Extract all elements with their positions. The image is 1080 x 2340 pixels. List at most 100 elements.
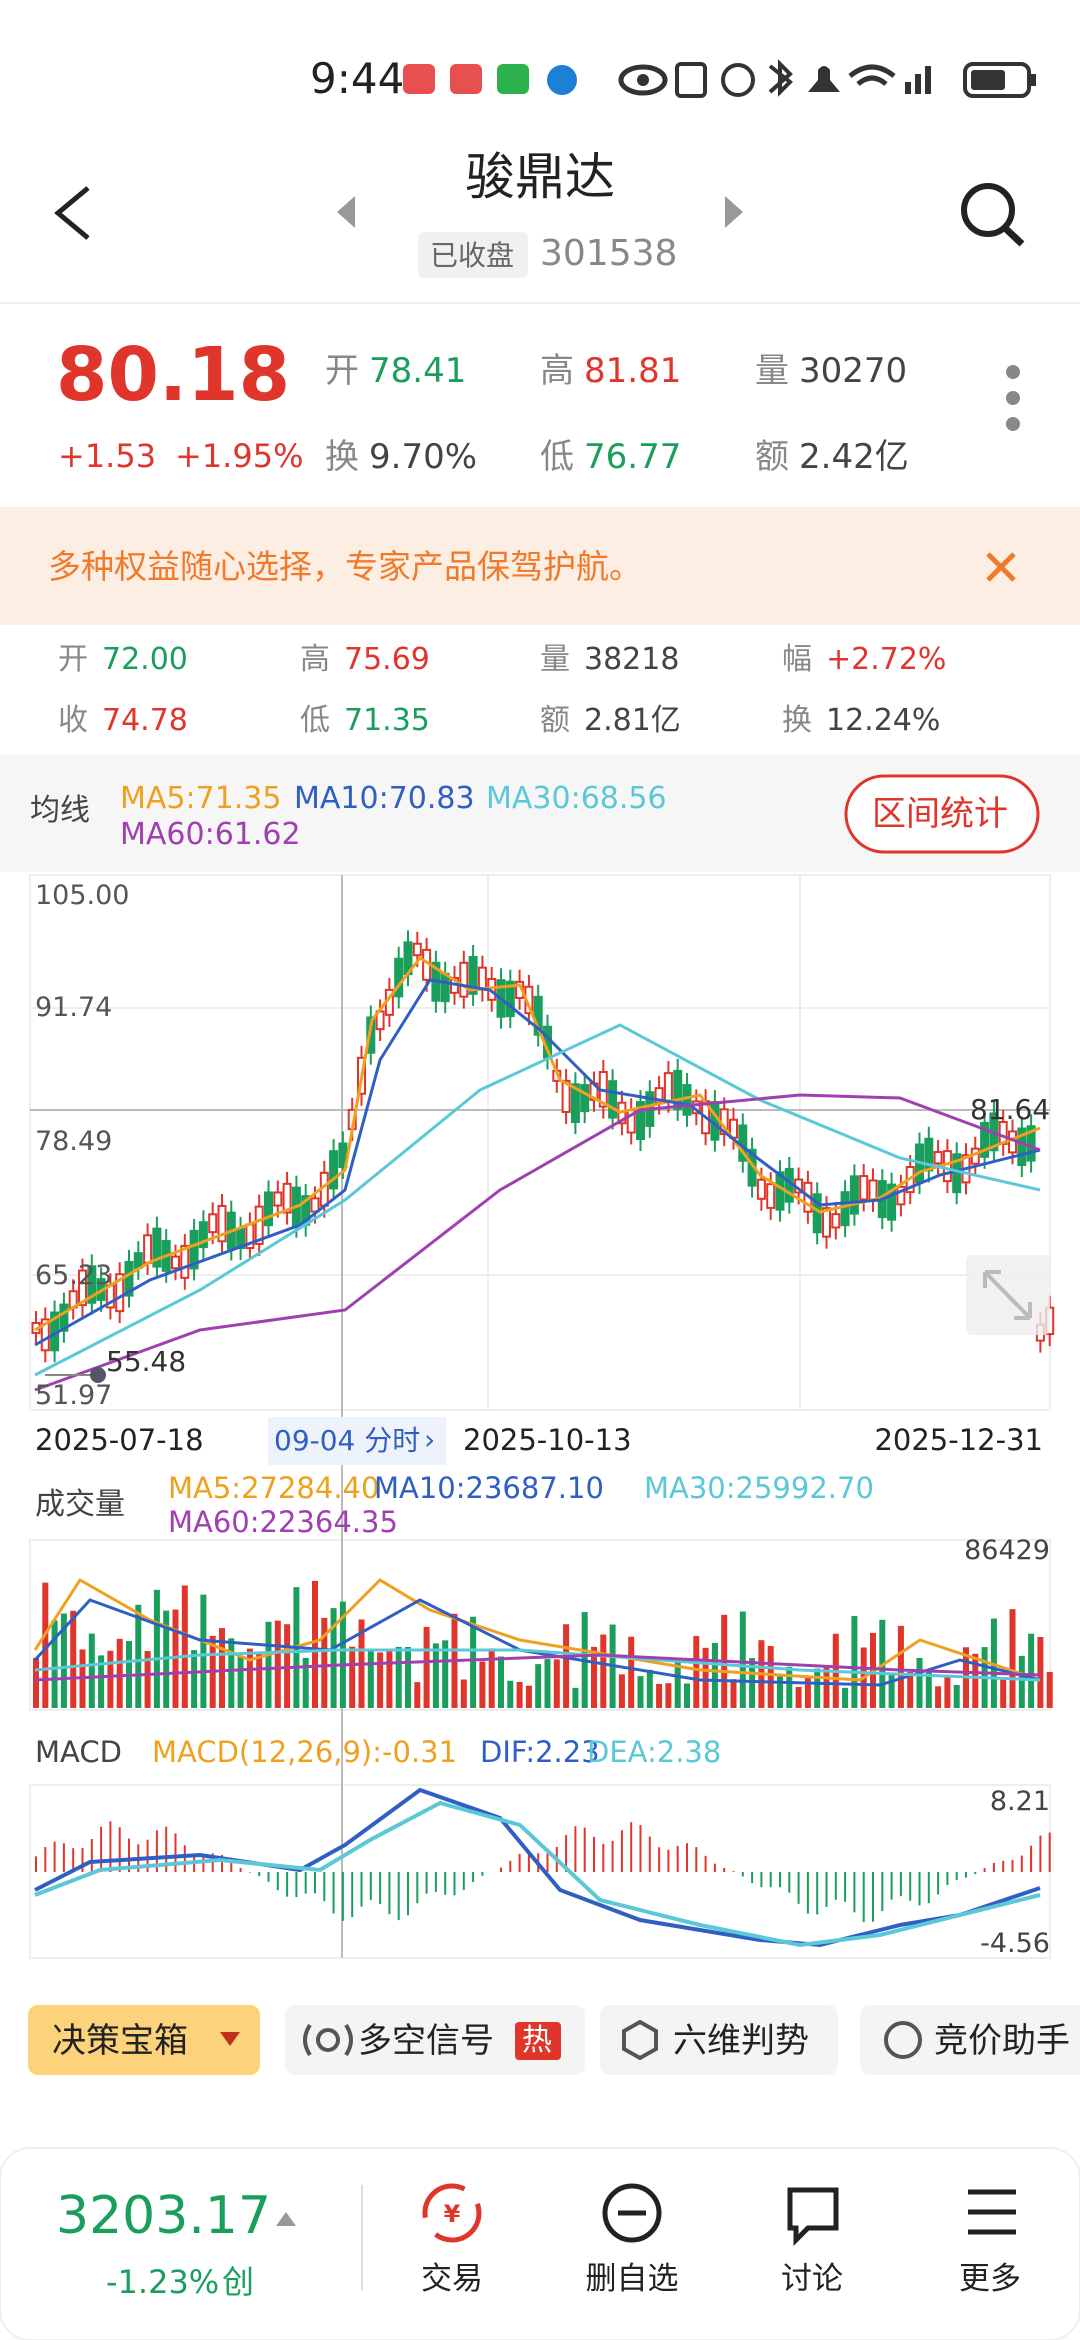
vol-bar — [842, 1687, 849, 1708]
code: 301538 — [540, 233, 678, 274]
macd-max: 8.21 — [989, 1786, 1050, 1817]
more-icon[interactable] — [1006, 365, 1020, 431]
intraday[interactable]: 09-04 分时 — [274, 1424, 421, 1457]
vol-bar — [498, 1656, 504, 1708]
tool-button[interactable] — [28, 2005, 260, 2075]
vol-bar — [237, 1655, 244, 1708]
vol-bar — [470, 1616, 477, 1708]
vol-bar — [516, 1681, 523, 1708]
vol-bar — [135, 1604, 142, 1708]
vol-bar — [618, 1674, 625, 1708]
vol-bar — [628, 1636, 635, 1708]
volume-label[interactable]: 成交量 — [35, 1487, 125, 1522]
vol-bar — [377, 1652, 384, 1708]
candle — [831, 1213, 841, 1229]
prev-icon[interactable] — [337, 196, 355, 228]
vol-bar — [386, 1650, 393, 1708]
vol-bar — [302, 1657, 309, 1708]
vol-bar — [144, 1650, 151, 1708]
chart-frame — [29, 874, 1051, 1959]
vol-bar — [116, 1638, 123, 1708]
vol-bar — [553, 1659, 560, 1708]
banner-text[interactable]: 多种权益随心选择，专家产品保驾护航。 — [48, 547, 642, 586]
vol-bar — [646, 1669, 653, 1708]
range-label[interactable]: 区间统计 — [872, 794, 1008, 834]
low-marker — [45, 1367, 106, 1383]
candle — [896, 1185, 906, 1206]
day-value: 74.78 — [102, 703, 188, 738]
volume-ma — [33, 1577, 1041, 1687]
vol-bar — [544, 1659, 551, 1708]
nav-label[interactable]: 讨论 — [781, 2261, 843, 2297]
day-value: 71.35 — [344, 703, 430, 738]
candle — [766, 1183, 776, 1209]
candle — [143, 1234, 153, 1264]
vol-bar — [1028, 1633, 1035, 1708]
back-icon[interactable] — [54, 186, 90, 240]
vol-bar — [219, 1628, 225, 1708]
candle — [87, 1265, 97, 1304]
clock: 9:44 — [310, 54, 405, 103]
vol-bar — [600, 1634, 607, 1708]
vol-bar — [51, 1620, 58, 1708]
vol-ma10: MA10:23687.10 — [374, 1471, 604, 1505]
macd-min: -4.56 — [980, 1928, 1050, 1959]
quote-label: 量 — [755, 351, 789, 391]
vol-bar — [367, 1650, 374, 1708]
vol-bar — [42, 1582, 49, 1708]
candle — [756, 1178, 766, 1200]
next-icon[interactable] — [725, 196, 743, 228]
vol-bar — [702, 1647, 709, 1708]
candle — [636, 1101, 645, 1141]
vol-max: 86429 — [964, 1535, 1050, 1566]
vol-bar — [656, 1683, 663, 1708]
search-icon[interactable] — [961, 183, 1025, 247]
quote-value: 30270 — [799, 351, 908, 391]
range-button[interactable] — [844, 774, 1040, 854]
ma-lines — [34, 955, 1041, 1392]
date: 2025-07-18 — [35, 1423, 204, 1457]
nav-label[interactable]: 删自选 — [585, 2261, 679, 2297]
y-axis-label: 91.74 — [35, 992, 113, 1023]
index-value[interactable]: 3203.17 — [56, 2186, 272, 2246]
vol-bar — [88, 1633, 95, 1708]
tool-label[interactable]: 六维判势 — [673, 2021, 809, 2061]
candle — [254, 1205, 264, 1245]
vol-bar — [693, 1636, 700, 1708]
day-value: 2.81亿 — [584, 703, 681, 738]
vol-bar — [1037, 1636, 1044, 1708]
close-icon[interactable] — [986, 552, 1016, 582]
quote-value: 78.41 — [369, 351, 467, 391]
tool-button[interactable] — [600, 2005, 838, 2075]
vol-bar — [172, 1609, 179, 1708]
candle — [570, 1083, 580, 1124]
candle — [849, 1175, 859, 1215]
high-label: 81.64 — [970, 1093, 1051, 1126]
vol-ma5: MA5:27284.40 — [168, 1471, 380, 1505]
tool-button[interactable] — [285, 2005, 585, 2075]
day-label: 低 — [300, 703, 330, 738]
tool-button[interactable] — [860, 2005, 1080, 2075]
candle — [217, 1205, 227, 1243]
intraday-chip[interactable] — [268, 1417, 446, 1465]
vol-bar — [804, 1677, 811, 1708]
nav-label[interactable]: 交易 — [421, 2261, 483, 2297]
candle — [1026, 1125, 1036, 1162]
vol-bar — [953, 1684, 960, 1708]
day-label: 量 — [540, 642, 570, 677]
candle — [189, 1229, 199, 1270]
index-change: -1.23% — [106, 2263, 220, 2301]
candle — [822, 1207, 831, 1238]
tool-label[interactable]: 竞价助手 — [934, 2021, 1070, 2061]
expand-icon[interactable] — [966, 1255, 1050, 1335]
tool-label[interactable]: 决策宝箱 — [52, 2021, 188, 2061]
ma30: MA30:68.56 — [486, 781, 667, 816]
candle — [124, 1260, 134, 1297]
vol-bar — [907, 1672, 914, 1708]
candle — [282, 1182, 292, 1214]
tool-label[interactable]: 多空信号 — [358, 2021, 494, 2061]
candle — [264, 1191, 273, 1227]
nav-label[interactable]: 更多 — [959, 2261, 1021, 2297]
candle — [933, 1151, 943, 1165]
vol-bar — [98, 1655, 105, 1708]
